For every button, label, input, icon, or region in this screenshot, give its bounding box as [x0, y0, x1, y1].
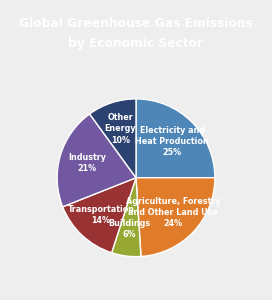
Wedge shape [136, 99, 215, 178]
Text: Global Greenhouse Gas Emissions: Global Greenhouse Gas Emissions [19, 17, 253, 30]
Wedge shape [90, 99, 136, 178]
Text: Industry
21%: Industry 21% [68, 153, 106, 173]
Text: Buildings
6%: Buildings 6% [109, 219, 151, 239]
Wedge shape [63, 178, 136, 253]
Wedge shape [112, 178, 141, 256]
Wedge shape [136, 178, 215, 256]
Text: Agriculture, Forestry
and Other Land Use
24%: Agriculture, Forestry and Other Land Use… [126, 197, 221, 228]
Text: Other
Energy
10%: Other Energy 10% [104, 113, 136, 145]
Text: Transportation
14%: Transportation 14% [67, 205, 134, 225]
Wedge shape [57, 114, 136, 207]
Text: by Economic Sector: by Economic Sector [69, 37, 203, 50]
Text: Electricity and
Heat Production
25%: Electricity and Heat Production 25% [135, 126, 209, 157]
